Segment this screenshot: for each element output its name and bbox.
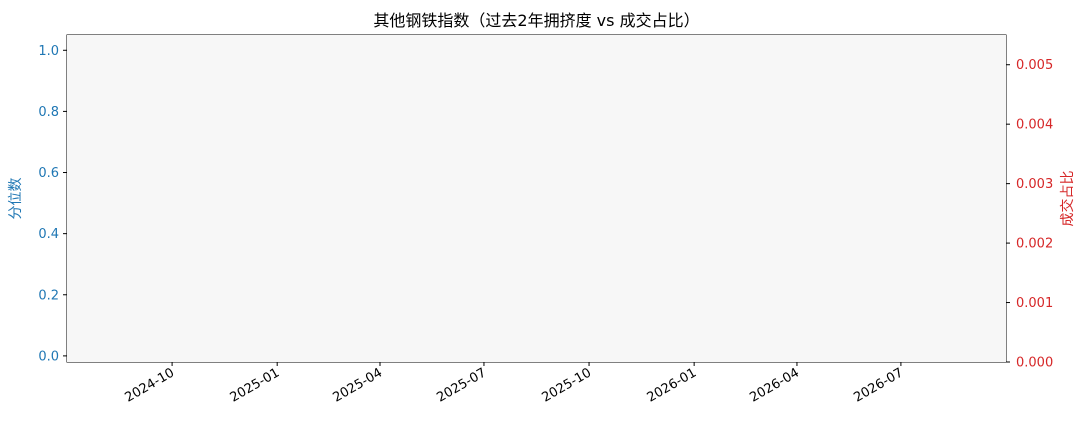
y-left-tick-label: 0.8: [38, 105, 59, 120]
y-right-tick-label: 0.004: [1016, 118, 1053, 133]
y-right-tick-label: 0.005: [1016, 58, 1053, 73]
y-right-tick-label: 0.002: [1016, 237, 1053, 252]
chart-title: 其他钢铁指数（过去2年拥挤度 vs 成交占比）: [373, 11, 699, 30]
y-left-tick-label: 0.4: [38, 227, 59, 242]
y-left-tick-label: 0.0: [38, 349, 59, 364]
y-right-axis-label: 成交占比: [1059, 171, 1076, 227]
x-tick-label: 2024-10: [123, 365, 178, 405]
y-right-axis: 0.000 0.001 0.002 0.003 0.004 0.005: [1006, 58, 1053, 371]
x-tick-label: 2026-01: [645, 365, 700, 405]
x-tick-label: 2026-04: [747, 365, 802, 405]
y-left-tick-label: 0.2: [38, 288, 59, 303]
y-right-tick-label: 0.003: [1016, 177, 1053, 192]
x-axis: 2024-10 2025-01 2025-04 2025-07 2025-10 2026-…: [123, 362, 906, 406]
y-left-axis-label: 分位数: [8, 178, 24, 220]
x-tick-label: 2025-01: [228, 365, 283, 405]
y-left-tick-label: 1.0: [38, 44, 59, 59]
y-right-tick-label: 0.000: [1016, 356, 1053, 371]
y-left-axis: 0.0 0.2 0.4 0.6 0.8 1.0: [38, 44, 67, 364]
x-tick-label: 2025-04: [330, 365, 385, 405]
x-tick-label: 2025-10: [539, 365, 594, 405]
x-tick-label: 2025-07: [434, 365, 489, 405]
x-tick-label: 2026-07: [851, 365, 906, 405]
y-left-tick-label: 0.6: [38, 166, 59, 181]
y-right-tick-label: 0.001: [1016, 296, 1053, 311]
